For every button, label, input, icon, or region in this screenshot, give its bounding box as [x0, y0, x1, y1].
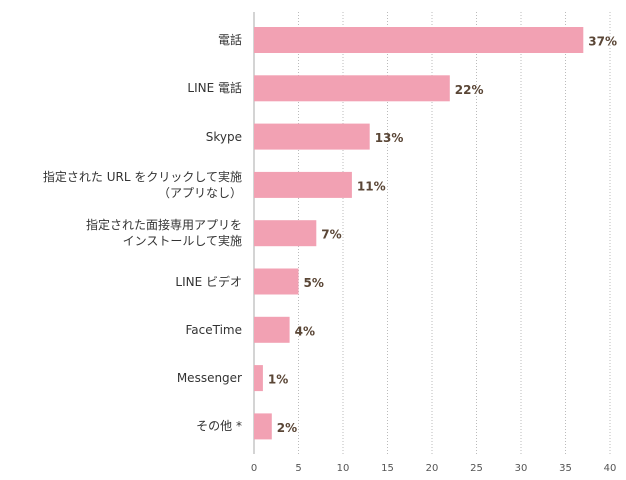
x-tick-label: 30	[515, 463, 528, 474]
x-tick-label: 10	[337, 463, 350, 474]
y-tick-label: 指定された URL をクリックして実施 （アプリなし）	[42, 169, 242, 200]
value-label: 11%	[357, 179, 386, 193]
bar	[254, 220, 317, 247]
value-label: 7%	[321, 228, 341, 242]
y-tick-label: FaceTime	[185, 322, 242, 337]
bar	[254, 268, 299, 295]
x-tick-label: 40	[604, 463, 617, 474]
y-tick-label: 電話	[217, 33, 242, 47]
bar	[254, 316, 290, 343]
value-label: 37%	[588, 35, 617, 49]
bar	[254, 123, 370, 150]
bar	[254, 75, 450, 102]
x-tick-label: 35	[559, 463, 572, 474]
x-tick-label: 25	[470, 463, 483, 474]
value-label: 4%	[295, 324, 315, 338]
x-tick-label: 5	[295, 463, 301, 474]
y-tick-label: LINE ビデオ	[175, 274, 242, 289]
value-label: 13%	[375, 131, 404, 145]
bar	[254, 365, 263, 392]
value-label: 1%	[268, 373, 288, 387]
value-label: 2%	[277, 421, 297, 435]
x-tick-label: 15	[381, 463, 394, 474]
y-tick-label: 指定された面接専用アプリを インストールして実施	[85, 218, 242, 249]
y-tick-label: Messenger	[176, 371, 242, 386]
bar	[254, 27, 584, 53]
x-tick-label: 0	[251, 463, 257, 474]
x-tick-label: 20	[426, 463, 439, 474]
value-label: 5%	[304, 276, 324, 290]
y-tick-label: Skype	[205, 129, 242, 144]
bar	[254, 413, 272, 440]
value-label: 22%	[455, 83, 484, 97]
bar	[254, 171, 352, 198]
y-tick-label: その他 *	[196, 419, 242, 434]
y-tick-label: LINE 電話	[187, 81, 242, 96]
